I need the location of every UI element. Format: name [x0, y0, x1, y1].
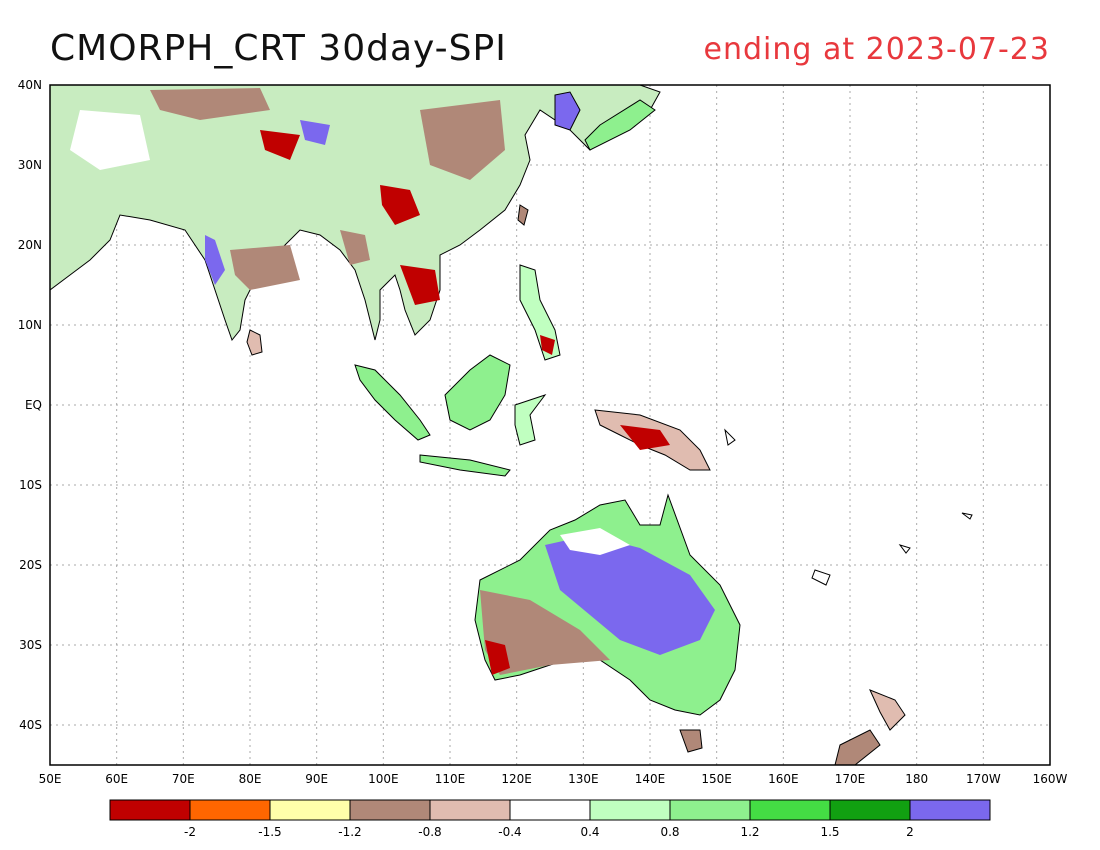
legend-label: 2 [906, 825, 914, 839]
sri-lanka [246, 329, 263, 356]
lat-tick-label: 30N [18, 158, 42, 172]
lon-tick-label: 110E [435, 772, 466, 786]
lon-tick-label: 100E [368, 772, 399, 786]
lon-tick-label: 80E [239, 772, 262, 786]
lat-tick-label: 40N [18, 78, 42, 92]
legend-label: 0.8 [660, 825, 679, 839]
lon-tick-label: 150E [701, 772, 732, 786]
lon-tick-label: 160E [768, 772, 799, 786]
legend-swatch [909, 799, 991, 821]
color-legend: -2 -1.5 -1.2 -0.8 -0.4 0.4 0.8 1.2 1.5 2 [109, 799, 991, 839]
lat-tick-label: 20S [19, 558, 42, 572]
lat-tick-label: 30S [19, 638, 42, 652]
legend-label: -0.4 [498, 825, 521, 839]
taiwan [517, 204, 529, 226]
legend-label: -1.5 [258, 825, 281, 839]
legend-swatch [189, 799, 271, 821]
lon-tick-label: 50E [39, 772, 62, 786]
sulawesi [514, 394, 547, 446]
lat-tick-label: 40S [19, 718, 42, 732]
lat-tick-label: 10S [19, 478, 42, 492]
legend-swatch [669, 799, 751, 821]
philippines [519, 264, 561, 361]
map-title: CMORPH_CRT 30day-SPI [50, 28, 507, 69]
lat-tick-label: EQ [25, 398, 42, 412]
java [419, 454, 511, 477]
legend-label: 1.5 [820, 825, 839, 839]
borneo [444, 354, 511, 431]
lon-tick-label: 180 [905, 772, 928, 786]
legend-swatch [349, 799, 431, 821]
lon-tick-label: 60E [105, 772, 128, 786]
lon-tick-label: 170E [835, 772, 866, 786]
tasmania [679, 729, 703, 753]
japan [554, 91, 581, 131]
lon-tick-labels: 50E 60E 70E 80E 90E 100E 110E 120E 130E 140E 150E 1… [39, 772, 1068, 786]
legend-swatch [429, 799, 511, 821]
lon-tick-label: 170W [966, 772, 1001, 786]
ending-date-label: ending at 2023-07-23 [703, 32, 1050, 67]
legend-swatch [269, 799, 351, 821]
lat-tick-labels: 40N 30N 20N 10N EQ 10S 20S 30S 40S [18, 78, 42, 732]
lon-tick-label: 70E [172, 772, 195, 786]
lon-tick-label: 90E [305, 772, 328, 786]
legend-label: 1.2 [740, 825, 759, 839]
lon-tick-label: 140E [635, 772, 666, 786]
legend-swatch [749, 799, 831, 821]
legend-swatch [589, 799, 671, 821]
sumatra [354, 364, 431, 441]
legend-label: 0.4 [580, 825, 599, 839]
plot-frame [49, 84, 1051, 766]
legend-label: -1.2 [338, 825, 361, 839]
new-zealand [869, 689, 906, 731]
lon-tick-label: 160W [1033, 772, 1068, 786]
lon-tick-label: 120E [501, 772, 532, 786]
legend-swatch [829, 799, 911, 821]
lat-tick-label: 10N [18, 318, 42, 332]
legend-label: -0.8 [418, 825, 441, 839]
lat-tick-label: 20N [18, 238, 42, 252]
legend-swatch [509, 799, 591, 821]
legend-swatch [109, 799, 191, 821]
legend-label: -2 [184, 825, 196, 839]
lon-tick-label: 130E [568, 772, 599, 786]
land-spi-field [50, 85, 973, 765]
